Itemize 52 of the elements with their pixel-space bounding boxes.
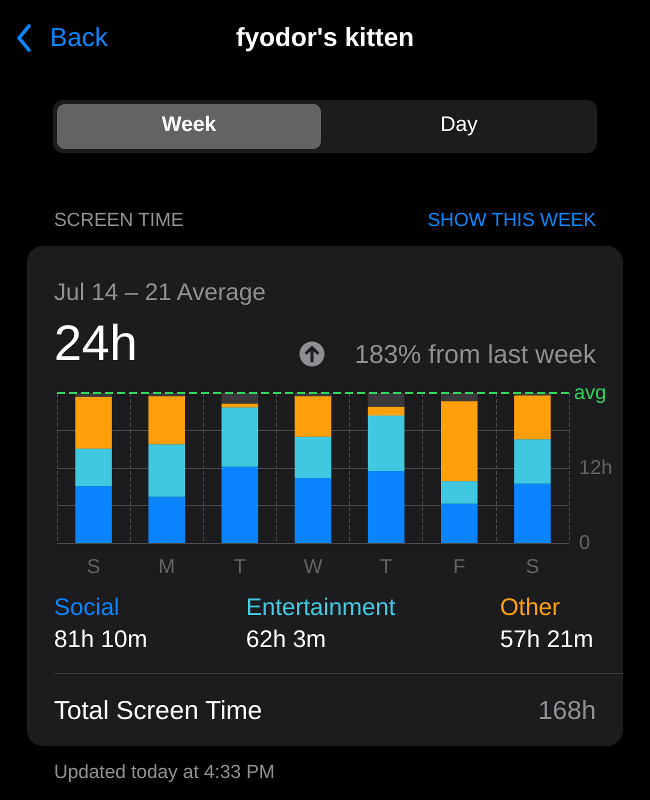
bar: [441, 401, 478, 482]
text: Entertainment: [246, 594, 396, 622]
x-tick-label: T: [234, 556, 246, 578]
ref-line-label: avg: [574, 382, 606, 404]
bar: [222, 466, 258, 543]
bar: [75, 486, 112, 543]
text: Total Screen Time: [54, 695, 262, 726]
bar: [148, 444, 185, 497]
bar: [514, 396, 551, 440]
bar: [148, 496, 185, 543]
x-tick-label: S: [86, 556, 100, 578]
text: Week: [160, 113, 218, 137]
bar: [75, 448, 112, 486]
bar: [222, 393, 258, 404]
text: 168h: [538, 695, 596, 726]
text: Other: [500, 594, 560, 622]
text: 57h 21m: [500, 626, 594, 654]
text: Day: [439, 113, 479, 137]
bar: [441, 393, 478, 402]
text: 62h 3m: [246, 626, 326, 654]
text: Back: [50, 22, 108, 53]
bar: [441, 481, 478, 504]
x-tick-label: W: [304, 556, 323, 578]
bar: [222, 407, 258, 467]
chart-title: fyodor's kitten: [236, 22, 414, 52]
chart-subtitle: Jul 14 – 21 Average: [54, 279, 266, 307]
bar: [294, 396, 332, 437]
bar: [514, 439, 551, 484]
bar: [75, 396, 112, 449]
text: Updated today at 4:33 PM: [54, 762, 275, 784]
bar: [368, 416, 404, 472]
bar: [368, 393, 404, 407]
x-tick-label: T: [380, 556, 392, 578]
x-tick-label: S: [526, 556, 540, 578]
text: 24h: [54, 314, 138, 372]
bar: [148, 396, 185, 444]
text: Social: [54, 594, 120, 622]
x-tick-label: M: [158, 556, 176, 578]
bar: [294, 436, 332, 478]
bar: [441, 504, 478, 543]
text: 183% from last week: [354, 339, 596, 370]
text: 81h 10m: [54, 626, 148, 654]
bar: [294, 478, 332, 543]
text: SHOW THIS WEEK: [427, 210, 596, 232]
y-tick-label: 0: [579, 532, 590, 554]
x-tick-label: F: [453, 556, 466, 578]
bar: [514, 484, 551, 543]
y-tick-label: 12h: [579, 457, 612, 479]
text: SCREEN TIME: [54, 210, 184, 232]
bar: [368, 406, 404, 416]
bar: [222, 404, 258, 408]
bar: [368, 471, 404, 543]
